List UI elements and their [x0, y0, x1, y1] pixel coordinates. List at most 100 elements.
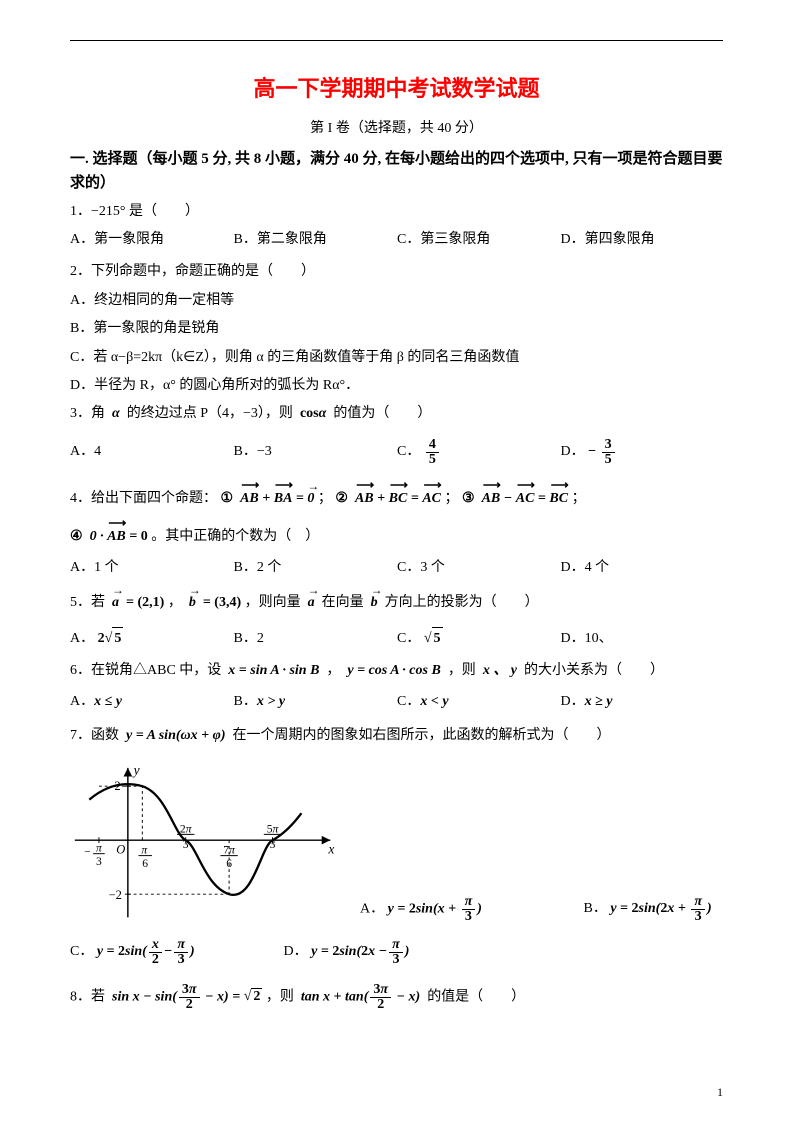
- svg-text:x: x: [327, 841, 334, 856]
- q8-eq1: sin x − sin(: [109, 989, 177, 1004]
- q2-optD: D．半径为 R，α° 的圆心角所对的弧长为 Rα°．: [70, 375, 723, 397]
- q7-optC: C． y = 2sin(x2 − π3): [70, 938, 280, 967]
- q4-optB: B．2 个: [234, 557, 394, 579]
- q3-optC-pre: C．: [397, 441, 420, 463]
- q4-eq1: AB + BA = 0: [237, 491, 315, 506]
- svg-text:2π: 2π: [180, 822, 193, 835]
- q6-eq1: x = sin A · sin B: [225, 663, 323, 678]
- q5-aval: = (2,1): [126, 595, 164, 610]
- q8-eq2: tan x + tan(: [297, 989, 368, 1004]
- q4-pre: 4．给出下面四个命题：: [70, 491, 217, 506]
- svg-text:6: 6: [142, 857, 148, 870]
- q5-b2: b: [367, 595, 381, 610]
- q6-xy: x 、 y: [479, 663, 520, 678]
- q7-func: y = A sin(ωx + φ): [123, 728, 229, 743]
- svg-text:O: O: [116, 842, 125, 856]
- q3-optD-minus: −: [588, 441, 596, 463]
- q3-optC: C． 45: [397, 438, 557, 467]
- q3-optB: B．−3: [234, 441, 394, 463]
- q8-stem: 8．若 sin x − sin(3π2 − x) = √2 ，则 tan x +…: [70, 983, 723, 1012]
- q5-a: a: [109, 595, 123, 610]
- q3-optD-frac: 35: [602, 438, 615, 467]
- svg-text:π: π: [141, 843, 148, 856]
- q3-options: A．4 B．−3 C． 45 D． − 35: [70, 438, 723, 467]
- page: 高一下学期期中考试数学试题 第 I 卷（选择题，共 40 分） 一. 选择题（每…: [0, 0, 793, 1122]
- q4-optA: A．1 个: [70, 557, 230, 579]
- q2-optC: C．若 α−β=2kπ（k∈Z），则角 α 的三角函数值等于角 β 的同名三角函…: [70, 347, 723, 369]
- q4-stem2: ④ 0 · AB = 0 。其中正确的个数为（ ）: [70, 523, 723, 551]
- q1-optC: C．第三象限角: [397, 229, 557, 251]
- q3-cos: cosα: [296, 406, 329, 421]
- q8-eq2b: − x): [393, 989, 424, 1004]
- q2-optB: B．第一象限的角是锐角: [70, 318, 723, 340]
- q4-s1: ；: [318, 491, 332, 506]
- q8-pre: 8．若: [70, 989, 105, 1004]
- q7-opts-ab: A． y = 2sin(x + π3) B． y = 2sin(2x + π3): [340, 895, 723, 930]
- q5-optD: D．10、: [561, 628, 613, 650]
- q5-post3: 方向上的投影为（ ）: [385, 595, 539, 610]
- q5-stem: 5．若 a = (2,1) ， b = (3,4) ，则向量 a 在向量 b 方…: [70, 589, 723, 617]
- q5-optC: C． √5: [397, 627, 557, 650]
- q4-stem: 4．给出下面四个命题： ① AB + BA = 0 ； ② AB + BC = …: [70, 485, 723, 513]
- q7-optA: A． y = 2sin(x + π3): [360, 895, 580, 924]
- q7-stem: 7．函数 y = A sin(ωx + φ) 在一个周期内的图象如右图所示，此函…: [70, 725, 723, 747]
- svg-text:3: 3: [96, 855, 102, 868]
- page-number: 1: [717, 1083, 723, 1102]
- svg-text:π: π: [96, 841, 103, 854]
- q6-pre: 6．在锐角△ABC 中，设: [70, 663, 221, 678]
- q8-frac1: 3π2: [179, 983, 200, 1012]
- section-heading: 一. 选择题（每小题 5 分, 共 8 小题，满分 40 分, 在每小题给出的四…: [70, 147, 723, 195]
- q6-post2: 的大小关系为（ ）: [524, 663, 664, 678]
- page-title: 高一下学期期中考试数学试题: [70, 71, 723, 106]
- q4-s3: ；: [572, 491, 586, 506]
- q6-optD: D．x ≥ y: [561, 691, 613, 713]
- q6-optB: B．x > y: [234, 691, 394, 713]
- svg-text:−2: −2: [109, 888, 122, 902]
- q1-optB: B．第二象限角: [234, 229, 394, 251]
- q4-options: A．1 个 B．2 个 C．3 个 D．4 个: [70, 557, 723, 579]
- q5-optC-pre: C．: [397, 628, 420, 650]
- q2-optA: A．终边相同的角一定相等: [70, 290, 723, 312]
- q3-optD-pre: D．: [561, 441, 585, 463]
- q7-graph: x y O 2 −2 − π3 π6 2π3: [70, 760, 340, 930]
- q5-options: A． 2√5 B．2 C． √5 D．10、: [70, 627, 723, 650]
- q6-optC: C．x < y: [397, 691, 557, 713]
- q6-comma: ，: [326, 663, 340, 678]
- q8-sqrt: √2: [244, 983, 263, 1011]
- q3-alpha: α: [109, 406, 124, 421]
- svg-text:y: y: [132, 762, 140, 777]
- q5-optA: A． 2√5: [70, 627, 230, 650]
- q7-optD: D． y = 2sin(2x − π3): [284, 938, 410, 967]
- q4-c1: ①: [221, 491, 234, 506]
- q3-pre: 3．角: [70, 406, 105, 421]
- q6-post: ，则: [448, 663, 476, 678]
- svg-text:−: −: [84, 845, 91, 858]
- q7-optB: B． y = 2sin(2x + π3): [584, 901, 712, 916]
- svg-text:6: 6: [226, 857, 232, 870]
- q5-bval: = (3,4): [203, 595, 241, 610]
- q7-opts-cd: C． y = 2sin(x2 − π3) D． y = 2sin(2x − π3…: [70, 938, 723, 967]
- q5-post1: ，则向量: [245, 595, 301, 610]
- q4-s2: ；: [445, 491, 459, 506]
- q7-pre: 7．函数: [70, 728, 119, 743]
- q4-eq2: AB + BC = AC: [351, 491, 441, 506]
- page-subtitle: 第 I 卷（选择题，共 40 分）: [70, 118, 723, 140]
- q2-stem: 2．下列命题中，命题正确的是（ ）: [70, 261, 723, 283]
- q8-end: 的值是（ ）: [427, 989, 525, 1004]
- q6-eq2: y = cos A · cos B: [344, 663, 444, 678]
- q6-options: A．x ≤ y B．x > y C．x < y D．x ≥ y: [70, 691, 723, 713]
- q3-optA: A．4: [70, 441, 230, 463]
- q6-stem: 6．在锐角△ABC 中，设 x = sin A · sin B ， y = co…: [70, 660, 723, 682]
- q6-optA: A．x ≤ y: [70, 691, 230, 713]
- q4-eq3: AB − AC = BC: [478, 491, 568, 506]
- q4-eq4: 0 · AB = 0: [86, 529, 148, 544]
- q1-optA: A．第一象限角: [70, 229, 230, 251]
- q8-frac2: 3π2: [370, 983, 391, 1012]
- q4-c3: ③: [462, 491, 475, 506]
- q7-row: x y O 2 −2 − π3 π6 2π3: [70, 754, 723, 930]
- q1-options: A．第一象限角 B．第二象限角 C．第三象限角 D．第四象限角: [70, 229, 723, 251]
- q5-optC-sqrt: √5: [424, 627, 443, 650]
- q5-optB: B．2: [234, 628, 394, 650]
- q3-post: 的值为（ ）: [333, 406, 431, 421]
- q3-optD: D． − 35: [561, 438, 617, 467]
